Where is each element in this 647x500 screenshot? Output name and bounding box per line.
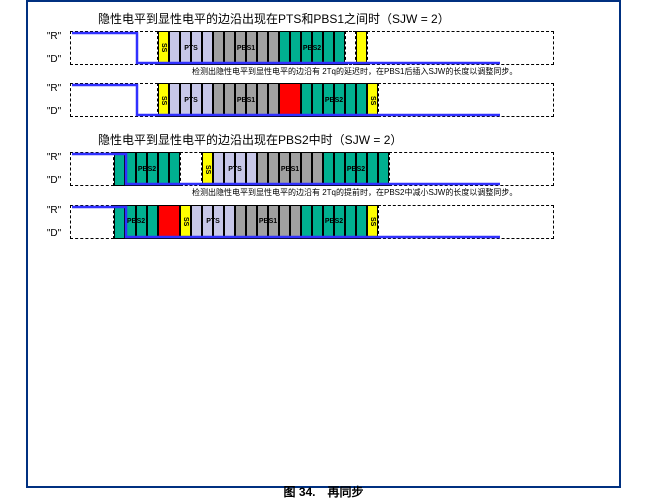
bit-bar: SSPTSPBS1PBS2SS (70, 83, 554, 117)
rails: "R" "D" (44, 83, 64, 117)
diagram-2b: "R" "D" PBS2SSPTSPBS1PBS2SS (82, 205, 599, 239)
diagram-1a: "R" "D" SSPTSPBS1PBS2 (82, 31, 599, 65)
rails: "R" "D" (44, 205, 64, 239)
rail-r: "R" (47, 205, 61, 216)
bit-bar: SSPTSPBS1PBS2 (70, 31, 554, 65)
rail-r: "R" (47, 83, 61, 94)
note1: 检测出隐性电平到显性电平的边沿有 2Tq的延迟时，在PBS1后插入SJW的长度以… (192, 67, 599, 77)
bit-bar: PBS2SSPTSPBS1PBS2 (70, 152, 554, 186)
rails: "R" "D" (44, 31, 64, 65)
diagram-1b: "R" "D" SSPTSPBS1PBS2SS (82, 83, 599, 117)
bit-bar: PBS2SSPTSPBS1PBS2SS (70, 205, 554, 239)
note2: 检测出隐性电平到显性电平的边沿有 2Tq的提前时，在PBS2中减小SJW的长度以… (192, 188, 599, 198)
diagram-frame: 隐性电平到显性电平的边沿出现在PTS和PBS1之间时（SJW = 2） "R" … (26, 0, 621, 488)
page: 隐性电平到显性电平的边沿出现在PTS和PBS1之间时（SJW = 2） "R" … (0, 0, 647, 500)
rail-r: "R" (47, 31, 61, 42)
rail-r: "R" (47, 152, 61, 163)
rail-d: "D" (47, 175, 61, 186)
section2-title: 隐性电平到显性电平的边沿出现在PBS2中时（SJW = 2） (98, 131, 599, 148)
rail-d: "D" (47, 228, 61, 239)
rails: "R" "D" (44, 152, 64, 186)
figure-caption: 图 34. 再同步 (0, 483, 647, 500)
diagram-2a: "R" "D" PBS2SSPTSPBS1PBS2 (82, 152, 599, 186)
rail-d: "D" (47, 106, 61, 117)
section1-title: 隐性电平到显性电平的边沿出现在PTS和PBS1之间时（SJW = 2） (98, 10, 599, 27)
rail-d: "D" (47, 54, 61, 65)
